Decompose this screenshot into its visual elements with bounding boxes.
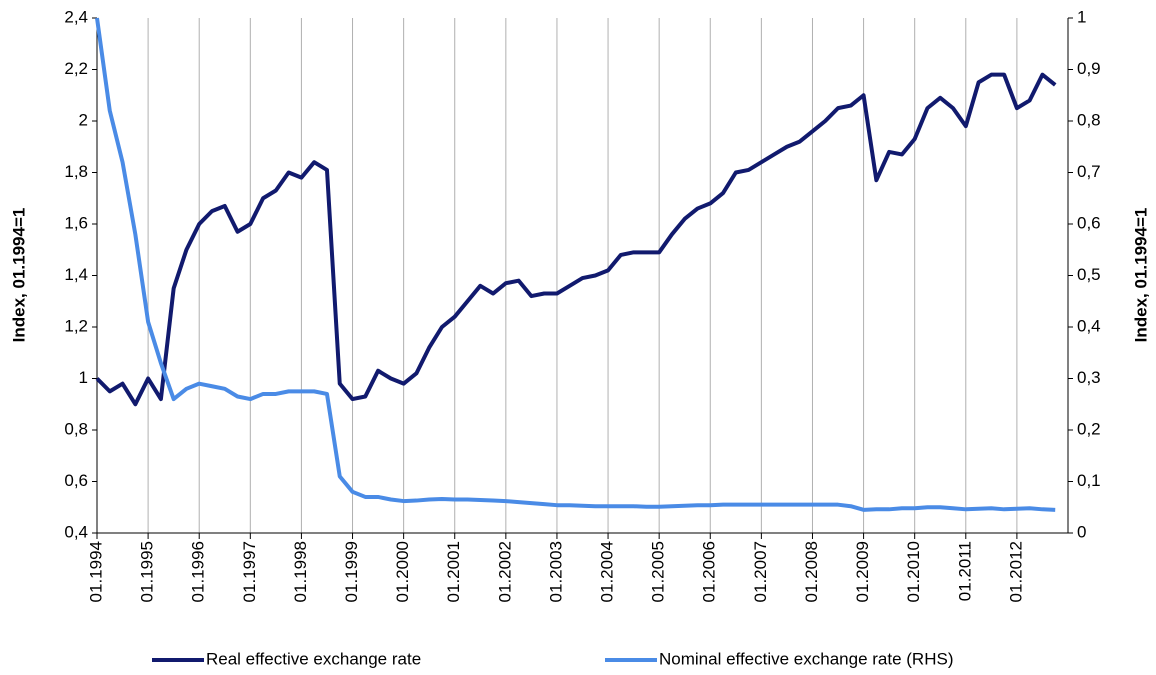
y2-tick-label: 0,6 <box>1077 213 1101 232</box>
series-line <box>95 17 1056 512</box>
y2-tick-label: 0,4 <box>1077 316 1101 335</box>
x-tick-label: 01.2012 <box>1006 541 1025 602</box>
y-tick-label: 0,4 <box>64 522 88 541</box>
y-tick-label: 1,4 <box>64 265 88 284</box>
y-tick-label: 0,6 <box>64 471 88 490</box>
x-tick-label: 01.1999 <box>342 541 361 602</box>
y-tick-label: 1,2 <box>64 316 88 335</box>
x-tick-label: 01.2006 <box>700 541 719 602</box>
series-line <box>95 72 1057 407</box>
y2-tick-label: 0,1 <box>1077 471 1101 490</box>
y2-tick-label: 0 <box>1077 522 1086 541</box>
x-tick-label: 01.2002 <box>495 541 514 602</box>
y2-tick-label: 0,9 <box>1077 59 1101 78</box>
y-tick-label: 2 <box>79 110 88 129</box>
y2-tick-label: 1 <box>1077 7 1086 26</box>
y-axis-title: Index, 01.1994=1 <box>9 208 28 343</box>
x-tick-label: 01.2007 <box>751 541 770 602</box>
y2-axis-title: Index, 01.1994=1 <box>1131 208 1150 343</box>
legend-label: Real effective exchange rate <box>206 649 421 668</box>
y2-tick-label: 0,2 <box>1077 419 1101 438</box>
legend-label: Nominal effective exchange rate (RHS) <box>659 649 954 668</box>
x-tick-label: 01.1998 <box>291 541 310 602</box>
x-tick-label: 01.2009 <box>853 541 872 602</box>
y-tick-label: 1,6 <box>64 213 88 232</box>
x-tick-label: 01.2000 <box>393 541 412 602</box>
y-tick-label: 1 <box>79 368 88 387</box>
y2-tick-label: 0,7 <box>1077 162 1101 181</box>
y2-tick-label: 0,8 <box>1077 110 1101 129</box>
x-tick-label: 01.2008 <box>802 541 821 602</box>
y-tick-label: 2,2 <box>64 59 88 78</box>
x-tick-label: 01.2005 <box>649 541 668 602</box>
y-tick-label: 1,8 <box>64 162 88 181</box>
y-tick-label: 2,4 <box>64 7 88 26</box>
y-tick-label: 0,8 <box>64 419 88 438</box>
x-tick-label: 01.2004 <box>598 541 617 602</box>
x-tick-label: 01.2010 <box>904 541 923 602</box>
x-tick-label: 01.2003 <box>546 541 565 602</box>
x-tick-label: 01.2011 <box>955 541 974 601</box>
x-tick-label: 01.2001 <box>444 541 463 602</box>
x-tick-label: 01.1995 <box>138 541 157 602</box>
x-tick-label: 01.1996 <box>189 541 208 602</box>
y2-tick-label: 0,3 <box>1077 368 1101 387</box>
x-tick-label: 01.1994 <box>86 541 105 602</box>
x-tick-label: 01.1997 <box>240 541 259 602</box>
y2-tick-label: 0,5 <box>1077 265 1101 284</box>
